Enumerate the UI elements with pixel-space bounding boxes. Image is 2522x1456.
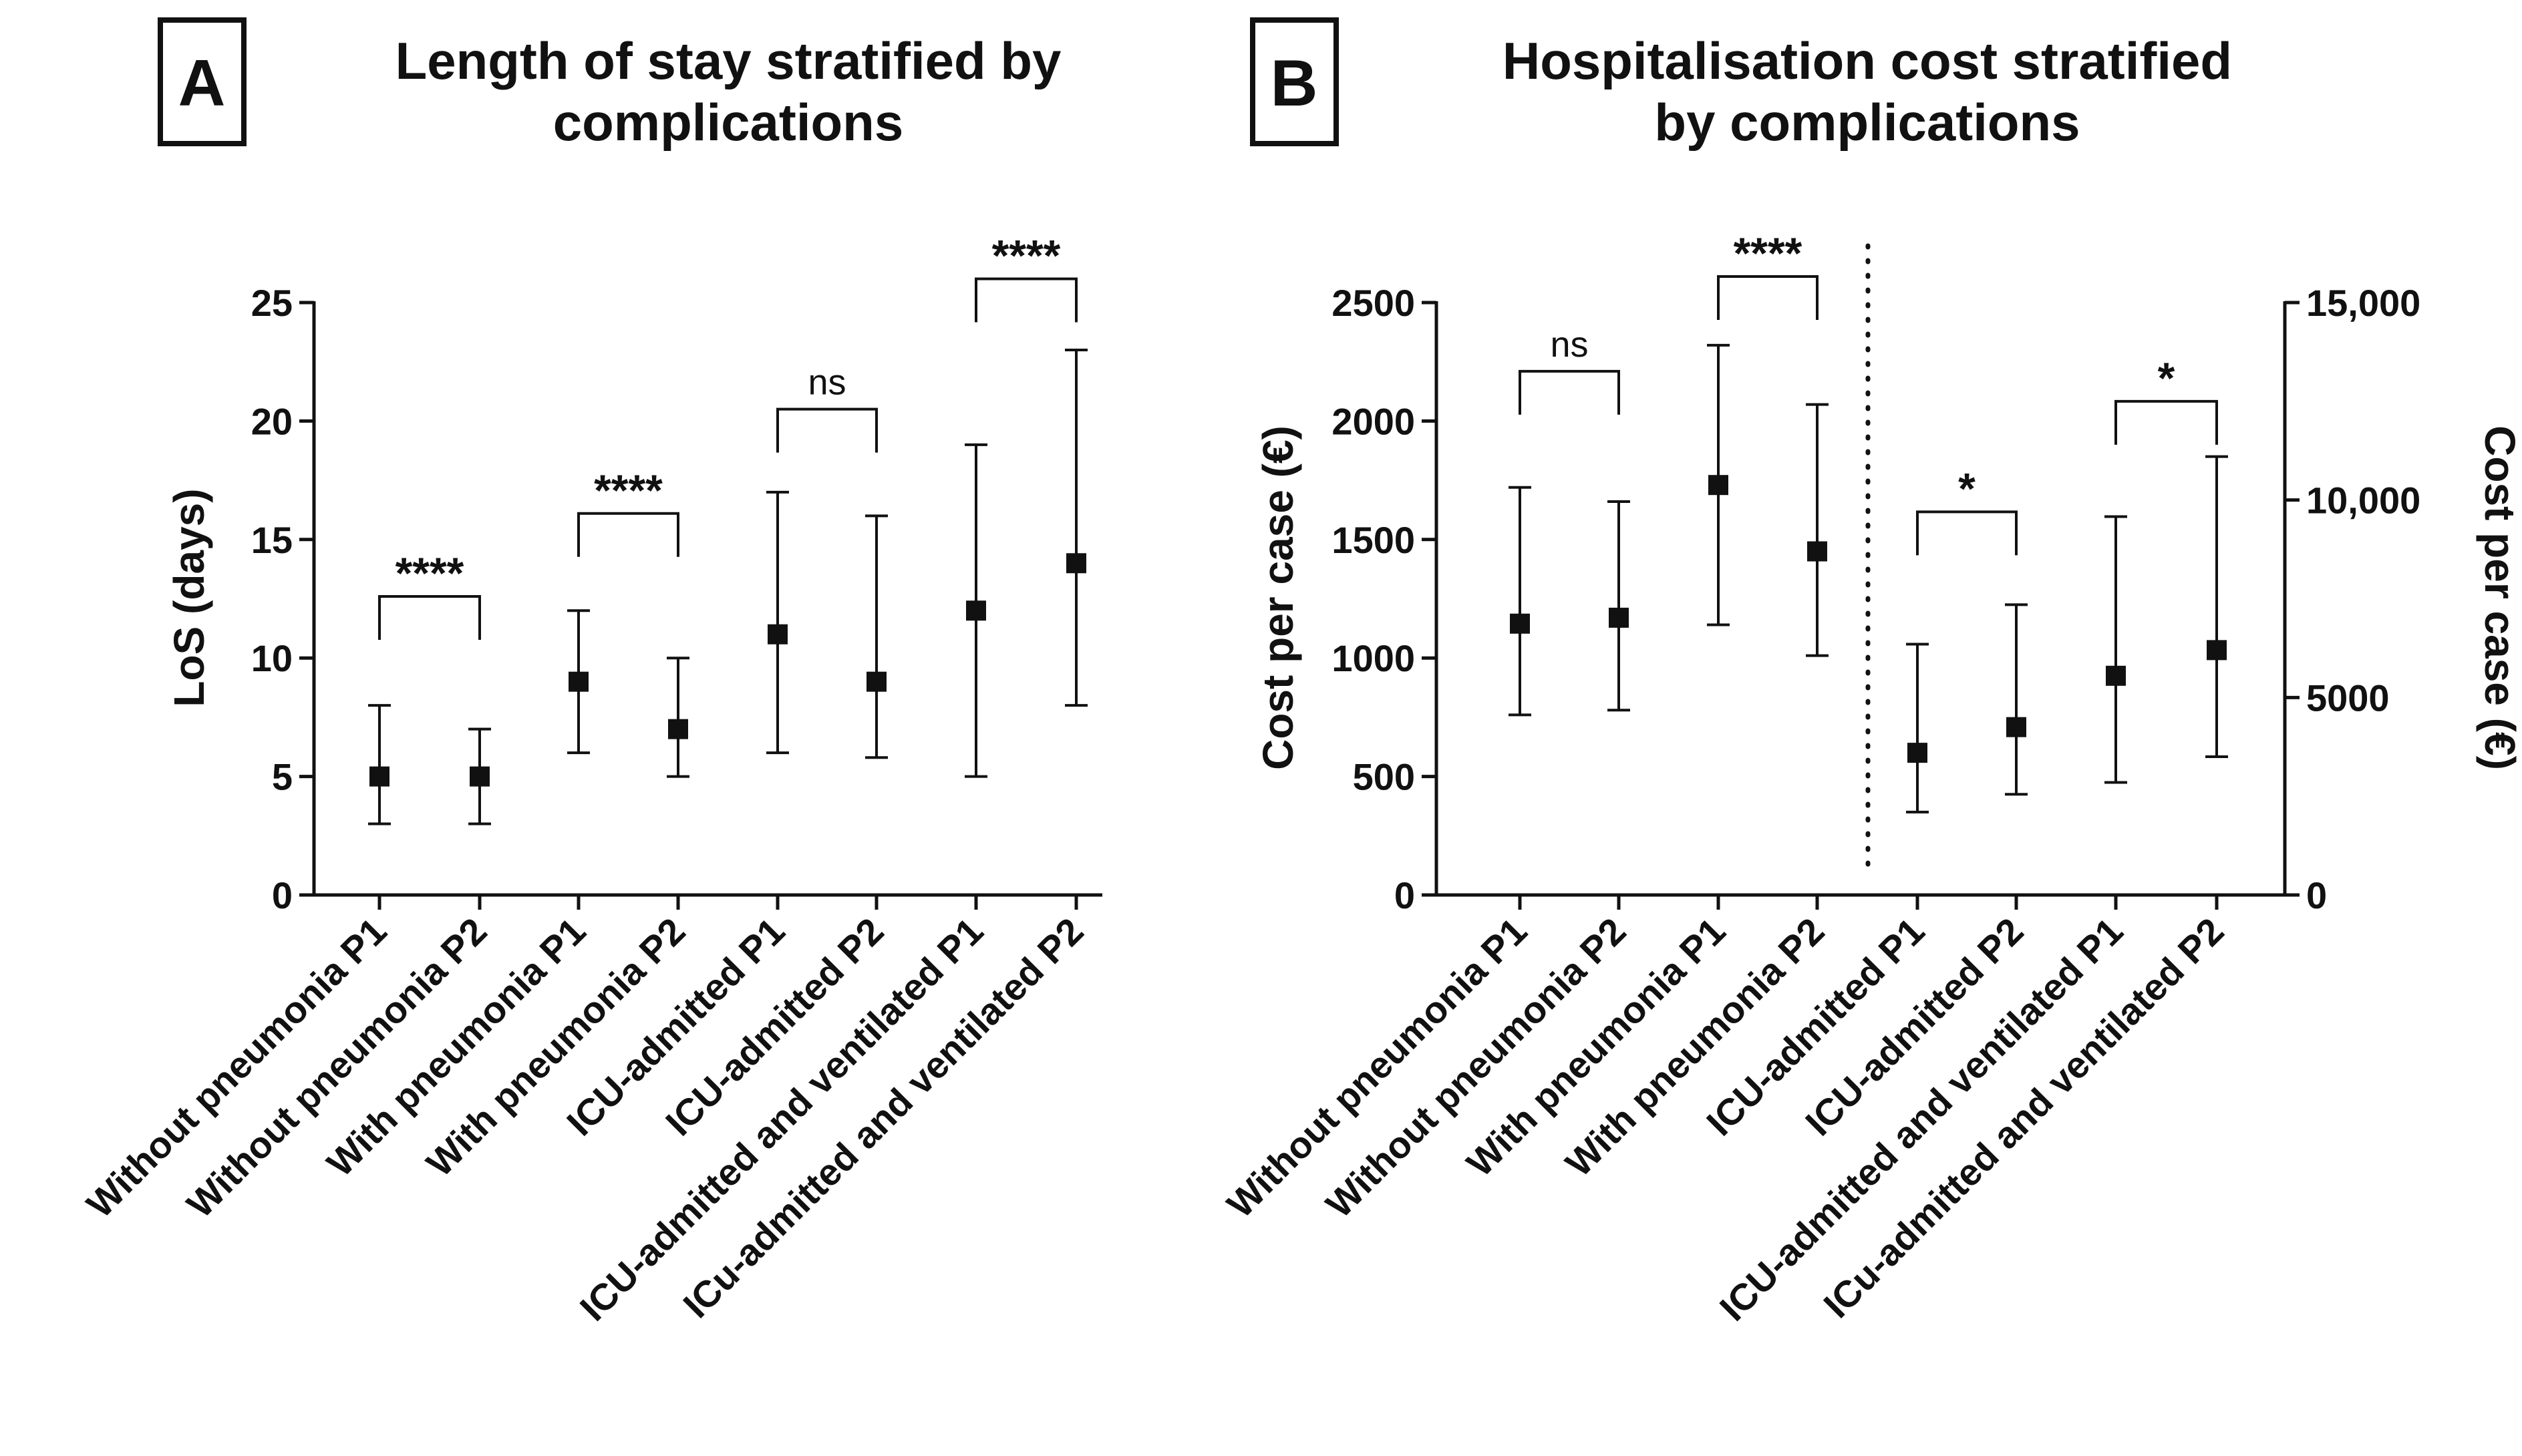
panel-b-median-marker-6 (2006, 717, 2026, 737)
panel-a-y-tick-label-1: 5 (272, 756, 293, 798)
panel-a-y-tick-label-5: 25 (251, 282, 293, 324)
panel-b-y-tick-label-left-3: 1500 (1331, 519, 1415, 561)
panel-b-y-tick-label-right-0: 0 (2306, 874, 2327, 916)
panel-b-y-tick-label-left-4: 2000 (1331, 400, 1415, 442)
panel-a-median-marker-2 (470, 766, 490, 787)
panel-b-median-marker-3 (1708, 475, 1728, 496)
panel-a-title-line-2: complications (553, 93, 903, 152)
panel-a-letter-box (158, 17, 247, 146)
panel-a-header: A Length of stay stratified by complicat… (158, 17, 1062, 152)
panel-b-header: B Hospitalisation cost stratified by com… (1250, 17, 2232, 152)
panel-b-title-line-1: Hospitalisation cost stratified (1503, 31, 2232, 90)
panel-a-y-tick-label-3: 15 (251, 519, 293, 561)
panel-b-median-marker-2 (1609, 607, 1629, 628)
panel-b-plot: 050010001500200025000500010,00015,000Wit… (1219, 228, 2420, 1329)
panel-a-significance-label-2: **** (594, 466, 663, 515)
panel-b-significance-bracket-4 (2114, 399, 2218, 445)
panel-a-median-marker-3 (569, 671, 589, 692)
panel-a-y-tick-label-0: 0 (272, 874, 293, 916)
panel-b-significance-label-4: * (2158, 353, 2175, 403)
panel-b-significance-label-2: **** (1734, 228, 1802, 278)
panel-a-significance-label-3: ns (808, 363, 846, 403)
panel-b-median-marker-1 (1510, 613, 1530, 634)
panel-b-y-tick-label-right-3: 15,000 (2306, 282, 2420, 324)
panel-a-significance-bracket-1 (378, 594, 481, 640)
panel-b-significance-bracket-3 (1916, 510, 2018, 556)
panel-b-y-tick-label-left-1: 500 (1353, 756, 1415, 798)
panel-a-y-tick-label-4: 20 (251, 400, 293, 442)
panel-b-letter-box (1250, 17, 1339, 146)
panel-b-median-marker-4 (1807, 541, 1827, 562)
panel-b-y-tick-label-left-5: 2500 (1331, 282, 1415, 324)
panel-a-significance-bracket-4 (975, 277, 1078, 323)
panel-a-median-marker-4 (668, 719, 688, 739)
panel-a-median-marker-6 (866, 671, 887, 692)
panel-b-y-axis-label-right: Cost per case (€) (2476, 425, 2522, 770)
panel-b-significance-bracket-2 (1717, 275, 1819, 320)
panel-a-letter: A (178, 46, 226, 120)
panel-b-y-tick-label-left-2: 1000 (1331, 637, 1415, 679)
panel-a-median-marker-7 (966, 600, 986, 621)
panel-a-significance-label-1: **** (396, 548, 464, 598)
panel-b-median-marker-8 (2207, 640, 2227, 661)
panel-a-significance-bracket-2 (577, 512, 679, 557)
panel-b-title-line-2: by complications (1654, 93, 2080, 152)
panel-b-median-marker-5 (1907, 743, 1927, 763)
panel-a-y-axis-label: LoS (days) (165, 488, 213, 707)
panel-b-letter: B (1271, 46, 1318, 120)
panel-b-y-tick-label-right-2: 10,000 (2306, 480, 2420, 522)
panel-a-median-marker-8 (1066, 553, 1086, 574)
panel-b-significance-label-1: ns (1550, 325, 1588, 365)
panel-a-median-marker-5 (768, 624, 788, 645)
panel-b-median-marker-7 (2106, 665, 2126, 686)
panel-b-significance-label-3: * (1958, 464, 1976, 513)
panel-a-significance-label-4: **** (992, 231, 1061, 281)
panel-a-y-tick-label-2: 10 (251, 637, 293, 679)
panel-a-median-marker-1 (369, 766, 389, 787)
panel-a-significance-bracket-3 (776, 407, 878, 453)
panel-b-significance-bracket-1 (1519, 369, 1620, 415)
panel-b-y-tick-label-right-1: 5000 (2306, 677, 2390, 719)
panel-a-title-line-1: Length of stay stratified by (396, 31, 1062, 90)
panel-b-y-tick-label-left-0: 0 (1394, 874, 1415, 916)
panel-b-y-axis-label-left: Cost per case (€) (1254, 425, 1302, 770)
